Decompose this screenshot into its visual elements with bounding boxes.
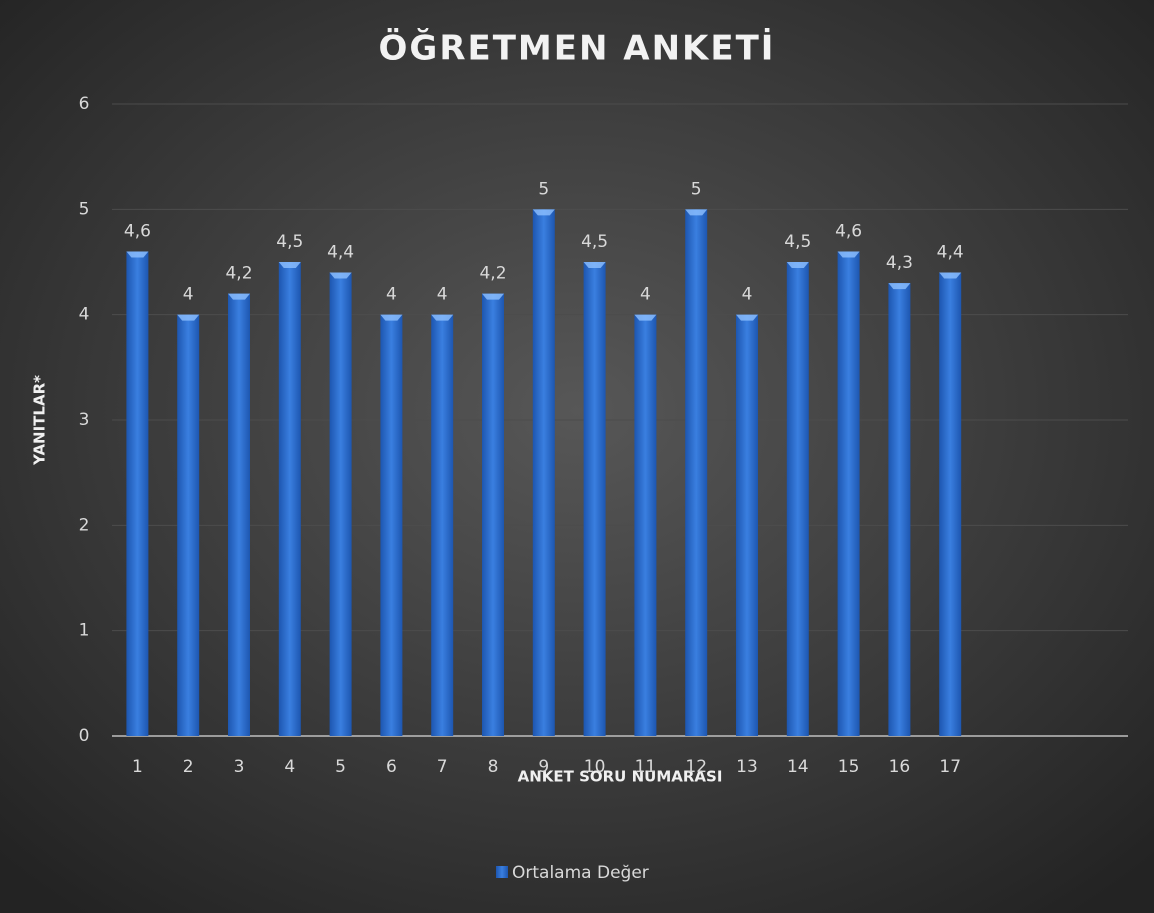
data-label: 4: [742, 285, 753, 305]
x-tick-label: 2: [183, 757, 194, 777]
x-tick-label: 9: [538, 757, 549, 777]
bar-bevel: [278, 262, 301, 268]
chart-title: ÖĞRETMEN ANKETİ: [379, 28, 776, 69]
bar-bevel: [329, 272, 352, 279]
data-label: 4,6: [124, 221, 151, 241]
y-tick-label: 1: [79, 621, 90, 641]
x-tick-label: 8: [488, 757, 499, 777]
data-label: 4: [640, 285, 651, 305]
bar-bevel: [634, 314, 657, 321]
data-label: 4,6: [835, 221, 862, 241]
x-tick-label: 10: [584, 757, 606, 777]
bar-bevel: [431, 314, 454, 321]
bar: [939, 272, 962, 736]
x-tick-label: 16: [889, 757, 911, 777]
legend-label: Ortalama Değer: [512, 863, 649, 883]
data-label: 4,3: [886, 253, 913, 273]
bar: [837, 251, 860, 736]
bar-bevel: [837, 251, 860, 258]
x-tick-label: 15: [838, 757, 860, 777]
y-tick-label: 5: [79, 199, 90, 219]
y-axis-title: YANITLAR*: [31, 375, 49, 466]
bar: [532, 209, 555, 737]
data-label: 5: [691, 179, 702, 199]
bar-bevel: [939, 272, 962, 279]
bar-bevel: [482, 293, 504, 300]
data-label: 4: [386, 285, 397, 305]
y-tick-label: 2: [79, 515, 90, 535]
x-tick-label: 12: [685, 757, 707, 777]
bar: [888, 283, 911, 736]
x-axis-title: ANKET SORU NUMARASI: [518, 768, 723, 786]
y-tick-label: 0: [79, 726, 90, 746]
bar-bevel: [126, 251, 149, 258]
data-label: 4,4: [937, 243, 964, 263]
x-tick-label: 6: [386, 757, 397, 777]
data-label: 5: [538, 179, 549, 199]
data-label: 4: [437, 285, 448, 305]
data-label: 4,2: [479, 264, 506, 284]
data-label: 4: [183, 285, 194, 305]
x-tick-label: 17: [939, 757, 961, 777]
data-label: 4,5: [784, 232, 811, 252]
bar: [736, 314, 758, 736]
legend-swatch: [496, 866, 508, 878]
bar-bevel: [736, 314, 758, 321]
bar: [126, 251, 149, 736]
bar-bevel: [177, 314, 200, 321]
data-label: 4,4: [327, 243, 354, 263]
bar: [177, 314, 200, 736]
bar: [634, 314, 657, 736]
bar: [431, 314, 454, 736]
x-tick-label: 13: [736, 757, 758, 777]
bar: [482, 293, 504, 736]
bar-bevel: [685, 209, 708, 216]
y-tick-label: 4: [79, 305, 90, 325]
data-label: 4,5: [276, 232, 303, 252]
x-tick-label: 14: [787, 757, 809, 777]
bar-bevel: [532, 209, 555, 216]
bar: [380, 314, 403, 736]
bar-bevel: [380, 314, 403, 321]
data-label: 4,2: [225, 264, 252, 284]
bar-bevel: [228, 293, 250, 300]
bar-bevel: [888, 283, 911, 290]
bar-bevel: [786, 262, 809, 268]
bar: [583, 262, 606, 736]
bar: [278, 262, 301, 736]
bar: [786, 262, 809, 736]
x-tick-label: 1: [132, 757, 143, 777]
bar: [685, 209, 708, 737]
y-tick-label: 6: [79, 94, 90, 114]
bar-bevel: [583, 262, 606, 268]
x-tick-label: 7: [437, 757, 448, 777]
y-tick-label: 3: [79, 410, 90, 430]
bar: [228, 293, 250, 736]
x-tick-label: 4: [284, 757, 295, 777]
x-tick-label: 3: [234, 757, 245, 777]
x-tick-label: 5: [335, 757, 346, 777]
bar: [329, 272, 352, 736]
x-tick-label: 11: [635, 757, 657, 777]
data-label: 4,5: [581, 232, 608, 252]
